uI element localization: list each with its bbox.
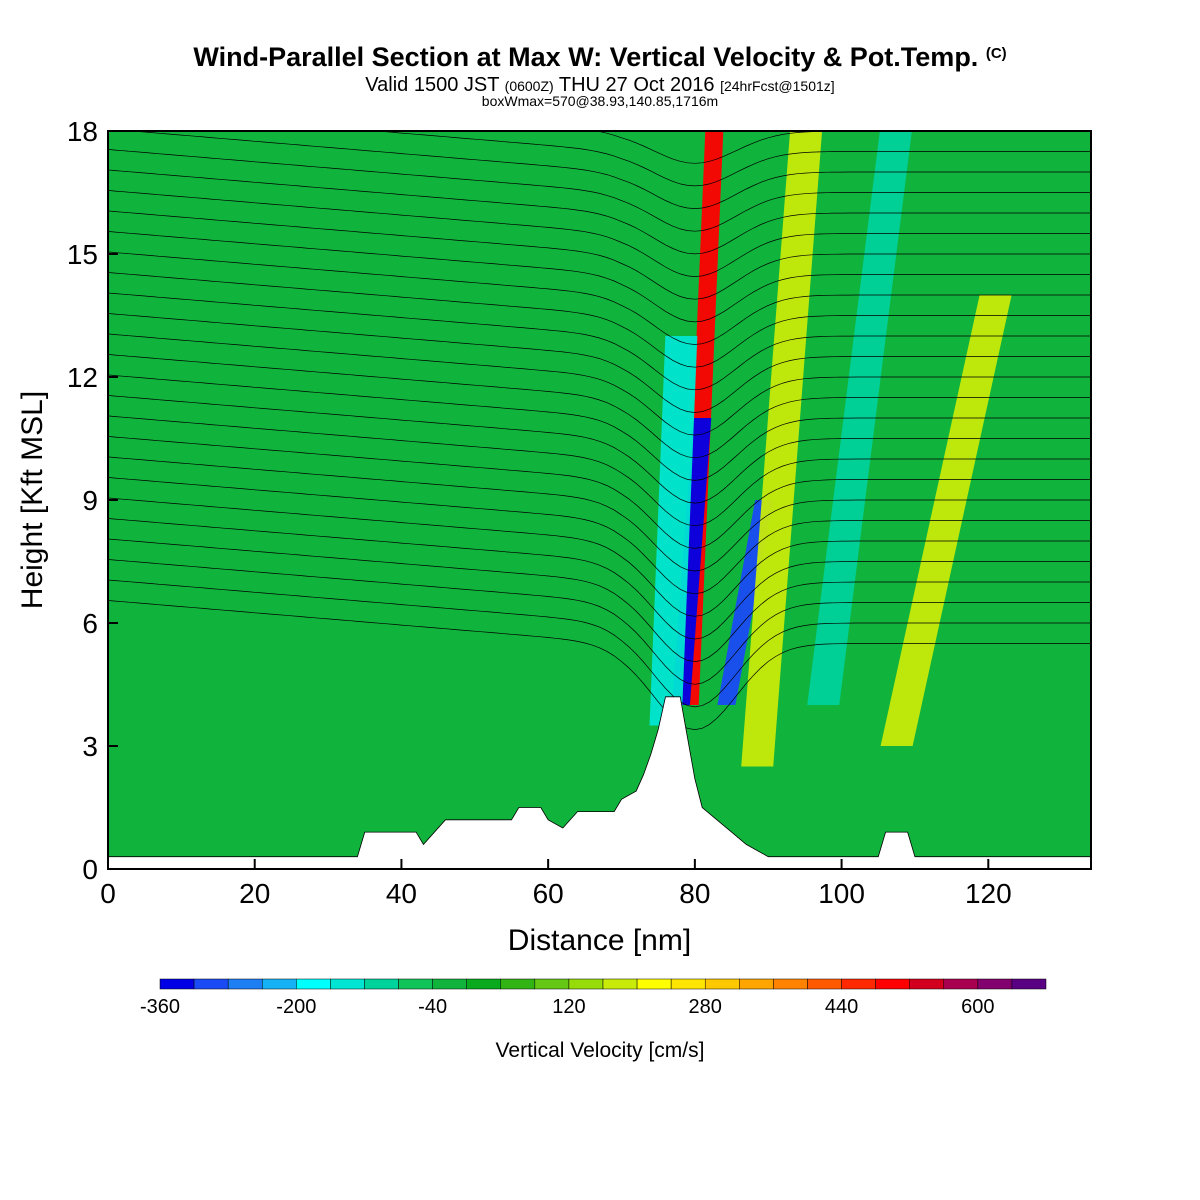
- theta-contour-22: [108, 149, 1091, 232]
- theta-contour-4: [108, 518, 1091, 640]
- theta-contour-6: [108, 477, 1091, 595]
- colorbar-swatch-21: [875, 978, 910, 990]
- theta-contour-10: [108, 395, 1091, 504]
- theta-contour-24: [108, 131, 1091, 187]
- theta-contour-17: [108, 251, 1091, 345]
- colorbar-swatch-19: [807, 978, 842, 990]
- theta-contour-18: [108, 231, 1091, 323]
- colorbar-swatch-14: [636, 978, 672, 990]
- terrain: [108, 696, 1091, 869]
- velocity-band-3: [741, 131, 823, 767]
- colorbar-swatch-7: [398, 978, 433, 990]
- colorbar-swatch-4: [296, 978, 331, 990]
- theta-contour-11: [108, 374, 1091, 481]
- theta-contour-12: [108, 354, 1091, 459]
- terrain-profile: [108, 696, 1091, 869]
- x-tick-label-3: 60: [533, 878, 564, 909]
- colorbar-tick-2: -40: [418, 996, 447, 1018]
- theta-contour-8: [108, 436, 1091, 549]
- y-axis-label: Height [Kft MSL]: [16, 391, 49, 609]
- x-tick-label-4: 80: [679, 878, 710, 909]
- colorbar-swatch-11: [534, 978, 570, 990]
- colorbar-swatch-8: [432, 978, 467, 990]
- theta-contour-9: [108, 415, 1091, 527]
- colorbar-tick-5: 440: [825, 996, 858, 1018]
- colorbar-swatch-23: [943, 978, 979, 990]
- theta-contours: [108, 131, 1091, 730]
- colorbar-tick-1: -200: [276, 996, 316, 1018]
- colorbar-swatch-16: [704, 978, 740, 990]
- theta-contour-5: [108, 497, 1091, 617]
- x-tick-label-6: 120: [965, 878, 1012, 909]
- theta-contour-23: [108, 131, 1091, 209]
- x-tick-label-1: 20: [239, 878, 270, 909]
- colorbar: -360 -200 -40 120 280 440 600 Vertical Velocity…: [140, 978, 1047, 1062]
- valid-time-line: Valid 1500 JST (0600Z) THU 27 Oct 2016 […: [0, 74, 1200, 97]
- theta-contour-15: [108, 292, 1091, 391]
- colorbar-swatch-13: [602, 978, 638, 990]
- x-axis-label: Distance [nm]: [508, 924, 691, 957]
- theta-contour-13: [108, 333, 1091, 436]
- theta-contour-14: [108, 313, 1091, 413]
- x-tick-label-0: 0: [100, 878, 116, 909]
- colorbar-tick-4: 280: [689, 996, 722, 1018]
- axes: 0 20 40 60 80 100 120 0 3 6 9 12 15 18 Distance [nm] He…: [16, 116, 1092, 957]
- colorbar-label: Vertical Velocity [cm/s]: [496, 1039, 705, 1062]
- colorbar-swatch-0: [159, 978, 195, 990]
- title-text: Wind-Parallel Section at Max W: Vertical…: [193, 42, 979, 72]
- colorbar-swatch-18: [773, 978, 808, 990]
- colorbar-tick-3: 120: [552, 996, 585, 1018]
- theta-contour-16: [108, 272, 1091, 368]
- colorbar-swatch-22: [909, 978, 945, 990]
- colorbar-swatch-1: [193, 978, 229, 990]
- theta-contour-21: [108, 169, 1091, 255]
- colorbar-swatch-9: [466, 978, 502, 990]
- colorbar-swatch-2: [227, 978, 263, 990]
- y-tick-label-5: 15: [67, 239, 98, 270]
- colorbar-tick-0: -360: [140, 996, 180, 1018]
- colorbar-swatch-20: [841, 978, 876, 990]
- theta-contour-7: [108, 456, 1091, 572]
- theta-contour-0: [108, 600, 1091, 730]
- x-tick-label-2: 40: [386, 878, 417, 909]
- box-info: boxWmax=570@38.93,140.85,1716m: [481, 93, 719, 109]
- theta-contour-2: [108, 559, 1091, 685]
- theta-contour-3: [108, 538, 1091, 662]
- colorbar-swatch-15: [670, 978, 706, 990]
- colorbar-swatch-17: [739, 978, 774, 990]
- colorbar-swatch-6: [364, 978, 399, 990]
- valid-prefix: Valid 1500 JST: [365, 74, 500, 96]
- copyright-mark: (C): [985, 45, 1007, 62]
- y-tick-label-1: 3: [82, 731, 98, 762]
- theta-contour-1: [108, 579, 1091, 708]
- y-tick-label-4: 12: [67, 362, 98, 393]
- colorbar-swatch-25: [1011, 978, 1047, 990]
- valid-date: THU 27 Oct 2016: [558, 74, 715, 96]
- colorbar-tick-6: 600: [961, 996, 994, 1018]
- colorbar-swatch-12: [568, 978, 604, 990]
- colorbar-swatch-3: [261, 978, 297, 990]
- colorbar-swatch-24: [977, 978, 1013, 990]
- y-tick-label-0: 0: [82, 854, 98, 885]
- theta-contour-20: [108, 190, 1091, 277]
- x-tick-label-5: 100: [818, 878, 865, 909]
- y-tick-label-2: 6: [82, 608, 98, 639]
- y-tick-label-6: 18: [67, 116, 98, 147]
- colorbar-swatch-10: [500, 978, 536, 990]
- theta-contour-19: [108, 210, 1091, 300]
- chart-title: Wind-Parallel Section at Max W: Vertical…: [0, 42, 1200, 73]
- colorbar-swatch-5: [330, 978, 365, 990]
- valid-utc: (0600Z): [504, 78, 554, 94]
- y-tick-label-3: 9: [82, 485, 98, 516]
- forecast-info: [24hrFcst@1501z]: [720, 78, 835, 94]
